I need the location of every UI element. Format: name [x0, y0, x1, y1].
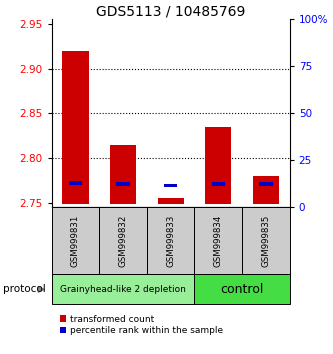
Text: GSM999831: GSM999831	[71, 215, 80, 267]
Text: GSM999832: GSM999832	[119, 215, 128, 267]
Bar	[116, 182, 130, 185]
Bar	[158, 198, 184, 204]
Text: protocol: protocol	[3, 284, 46, 295]
Text: GSM999834: GSM999834	[214, 215, 223, 267]
Bar	[211, 182, 225, 185]
Bar	[99, 207, 147, 274]
Bar	[69, 181, 82, 185]
Bar	[242, 207, 290, 274]
Text: control: control	[220, 283, 264, 296]
Text: GSM999835: GSM999835	[261, 215, 270, 267]
Bar	[259, 182, 273, 185]
Bar	[194, 207, 242, 274]
Bar	[194, 274, 290, 304]
Bar	[205, 127, 231, 204]
Text: GSM999833: GSM999833	[166, 215, 175, 267]
Title: GDS5113 / 10485769: GDS5113 / 10485769	[96, 4, 245, 18]
Bar	[147, 207, 194, 274]
Bar	[110, 144, 136, 204]
Bar	[253, 176, 279, 204]
Bar	[62, 51, 89, 204]
Bar	[52, 207, 99, 274]
Bar	[52, 274, 194, 304]
Legend: transformed count, percentile rank within the sample: transformed count, percentile rank withi…	[56, 311, 226, 339]
Text: Grainyhead-like 2 depletion: Grainyhead-like 2 depletion	[60, 285, 186, 294]
Bar	[164, 184, 177, 187]
